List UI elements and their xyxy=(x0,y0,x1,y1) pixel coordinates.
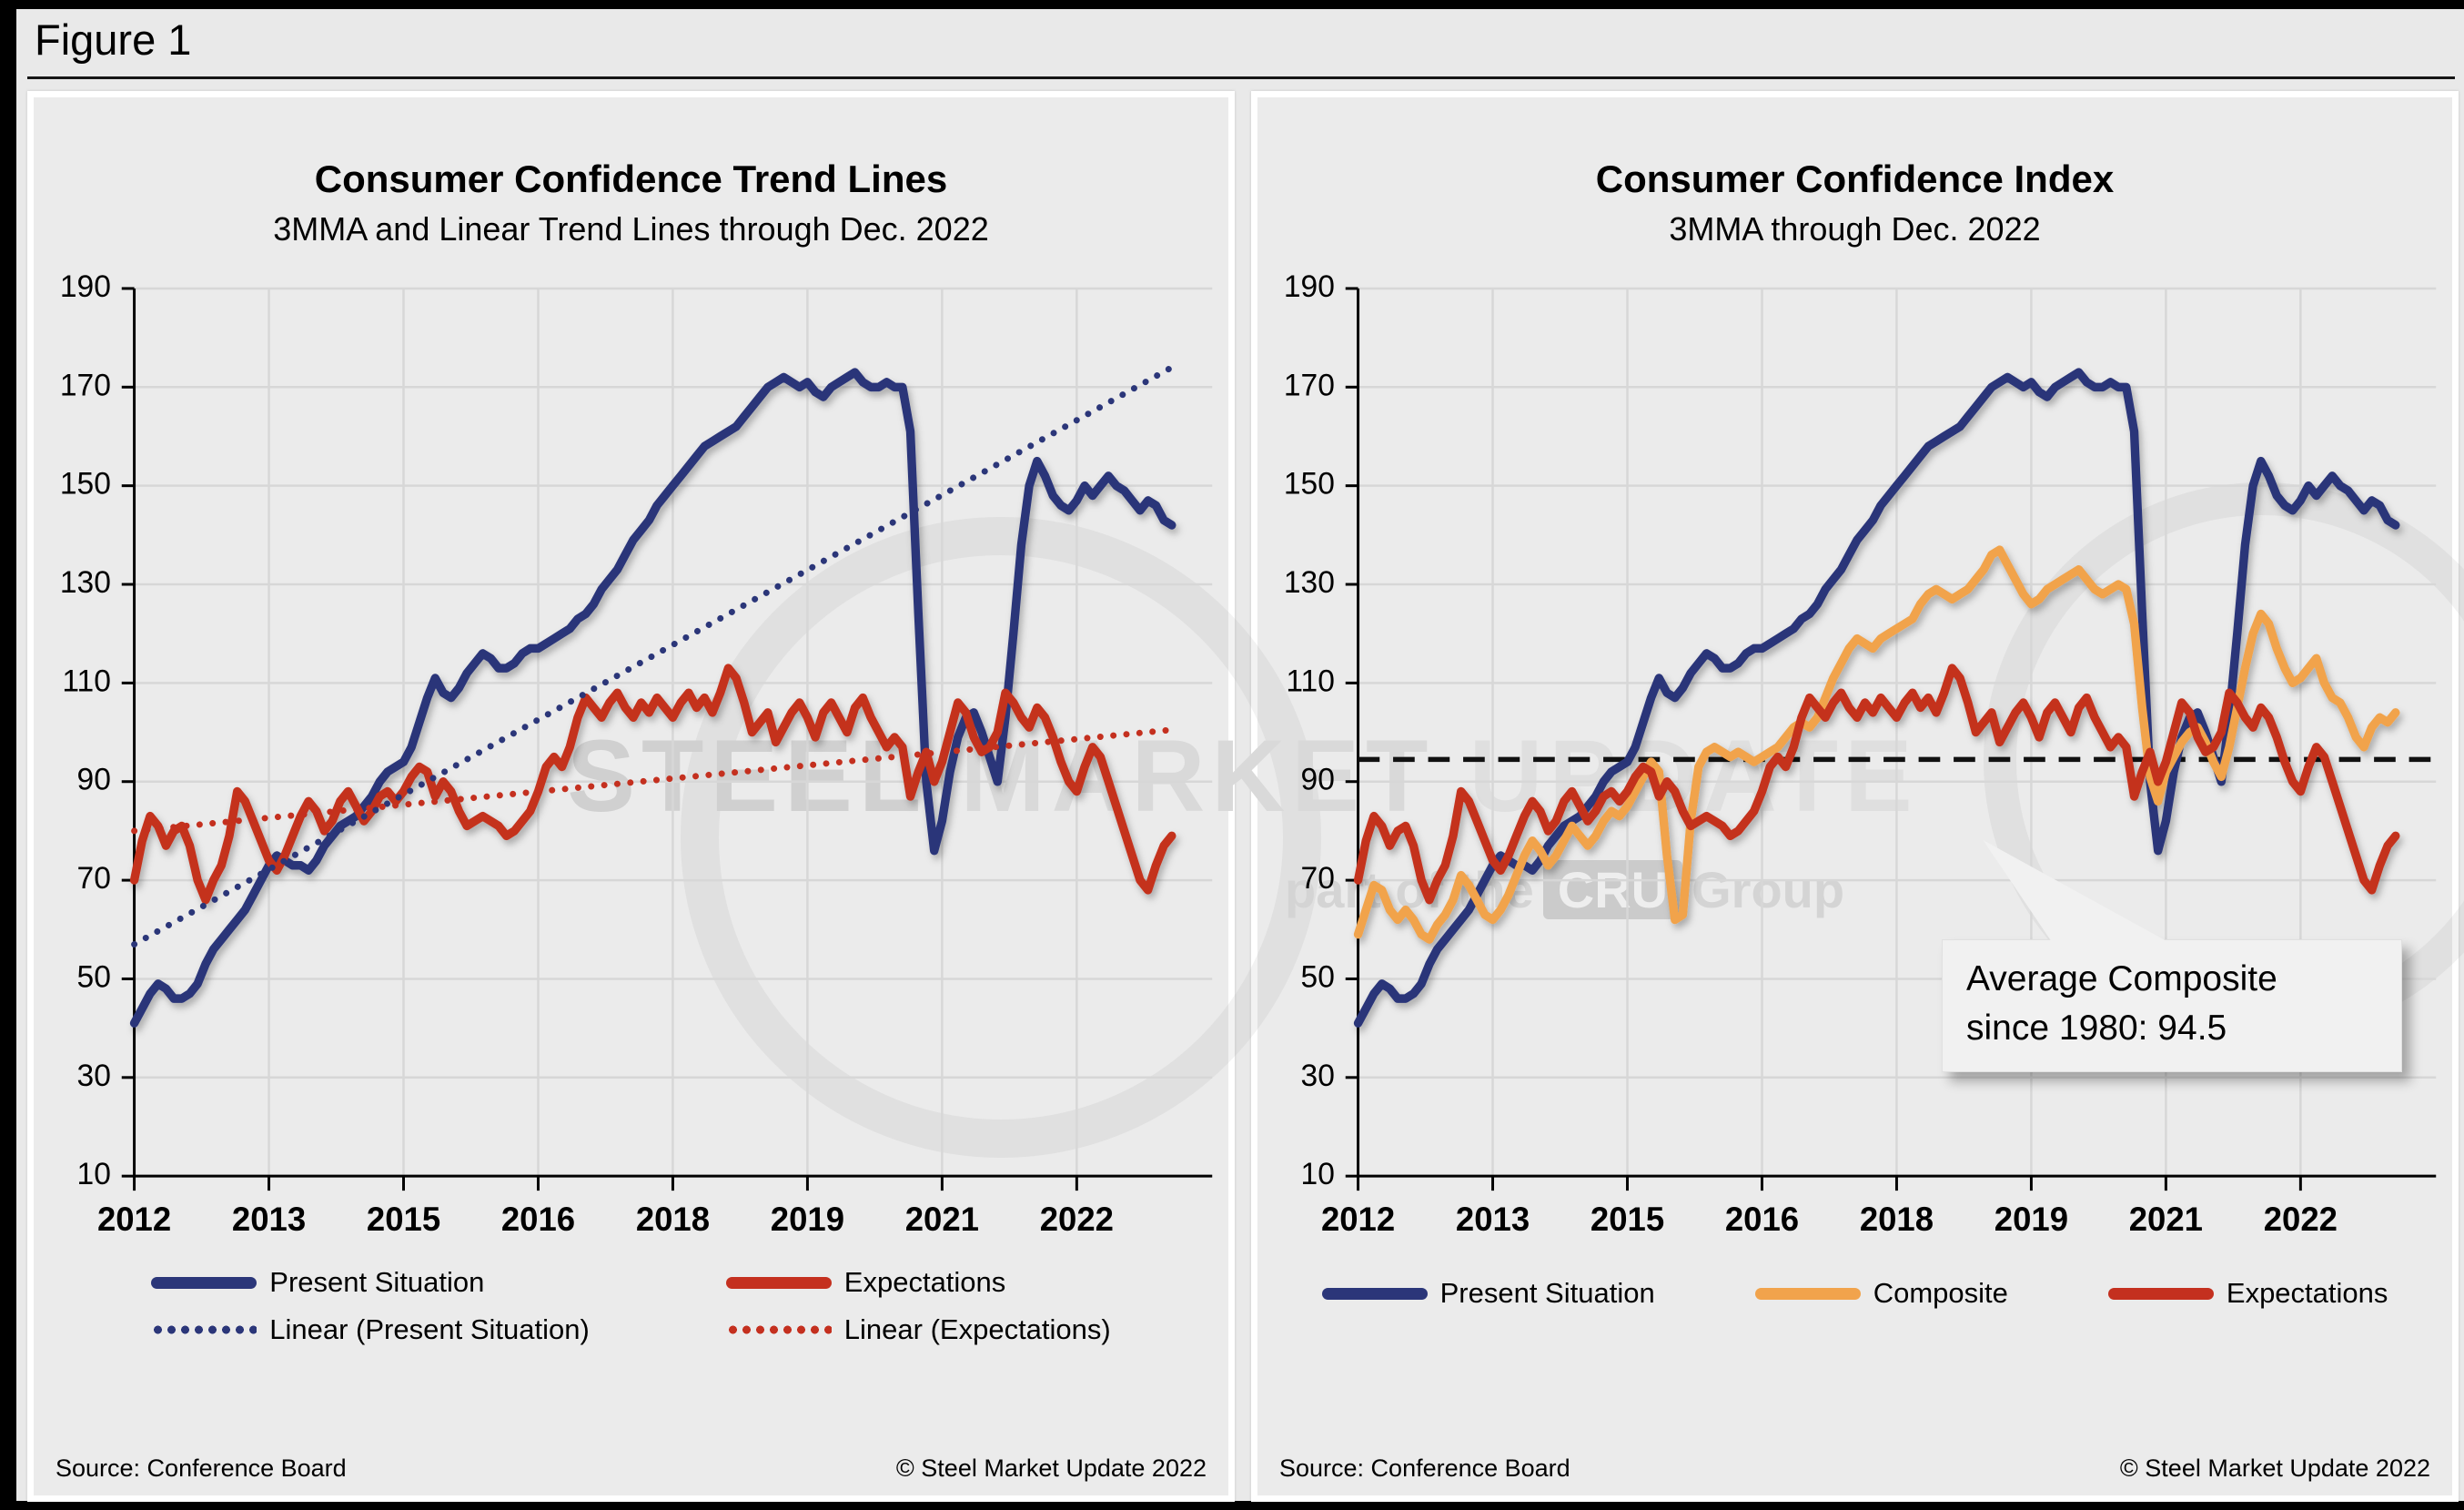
index-chart: 10 30 50 70 90 110 130 150 170 190 2012 2013 2015 201… xyxy=(1284,269,2437,1238)
y-tick-label: 150 xyxy=(1284,466,1335,501)
chart-subtitle-left: 3MMA and Linear Trend Lines through Dec.… xyxy=(273,210,989,248)
legend-swatch-linear-present-situation xyxy=(151,1325,258,1334)
y-tick-label: 170 xyxy=(1284,368,1335,402)
y-tick-label: 70 xyxy=(77,861,111,896)
y-tick-label: 130 xyxy=(60,565,111,600)
legend-left: Present Situation Expectations Linear (P… xyxy=(34,1266,1228,1346)
y-tick-label: 170 xyxy=(60,368,111,402)
callout-line1: Average Composite xyxy=(1966,959,2277,998)
legend-label-linear-expectations: Linear (Expectations) xyxy=(843,1313,1111,1345)
x-tick-label: 2013 xyxy=(1456,1201,1530,1238)
x-tick-label: 2019 xyxy=(1994,1201,2068,1238)
copyright-text-right: © Steel Market Update 2022 xyxy=(2119,1454,2430,1482)
x-tick-label: 2021 xyxy=(905,1201,979,1238)
figure-label: Figure 1 xyxy=(35,15,192,64)
x-tick-label: 2016 xyxy=(1725,1201,1799,1238)
x-tick-label: 2012 xyxy=(1321,1201,1395,1238)
copyright-text-left: © Steel Market Update 2022 xyxy=(895,1454,1207,1482)
legend-label-present-situation: Present Situation xyxy=(269,1266,485,1298)
legend-swatch-composite xyxy=(1754,1287,1861,1300)
legend-swatch-linear-expectations xyxy=(725,1325,832,1334)
legend-swatch-present-situation xyxy=(151,1276,258,1289)
page-border-top xyxy=(0,0,2464,9)
y-tick-label: 50 xyxy=(77,959,111,994)
x-tick-label: 2012 xyxy=(97,1201,171,1238)
chart-subtitle-right: 3MMA through Dec. 2022 xyxy=(1669,210,2041,248)
axes: 10 30 50 70 90 110 130 150 170 190 2012 2013 2015 201… xyxy=(60,269,1213,1238)
source-text-right: Source: Conference Board xyxy=(1279,1454,1570,1482)
series-present-situation xyxy=(129,368,1176,1028)
source-text-left: Source: Conference Board xyxy=(56,1454,347,1482)
y-tick-label: 110 xyxy=(62,664,111,698)
trend-linear-present-situation- xyxy=(131,364,1176,948)
y-tick-label: 190 xyxy=(1284,269,1335,304)
legend-item-expectations-right: Expectations xyxy=(2107,1277,2388,1310)
panel-index: Consumer Confidence Index 3MMA through D… xyxy=(1251,91,2459,1502)
series-lines xyxy=(129,368,1176,1028)
y-tick-label: 10 xyxy=(77,1157,111,1191)
y-tick-label: 90 xyxy=(1301,763,1335,797)
legend-label-composite: Composite xyxy=(1873,1277,2008,1309)
y-tick-label: 90 xyxy=(77,763,111,797)
figure-body: STEEL MARKET UPDATE part of the CRU Group … xyxy=(27,91,2464,1502)
x-tick-label: 2018 xyxy=(1860,1201,1934,1238)
callout-line2: since 1980: 94.5 xyxy=(1966,1008,2227,1048)
average-composite-callout: Average Composite since 1980: 94.5 xyxy=(1942,939,2402,1072)
y-tick-label: 150 xyxy=(60,466,111,501)
series-composite xyxy=(1353,545,2400,944)
series-expectations xyxy=(129,664,1176,905)
footer-right: Source: Conference Board © Steel Market … xyxy=(1279,1454,2430,1483)
x-tick-label: 2022 xyxy=(2264,1201,2338,1238)
y-tick-label: 110 xyxy=(1286,664,1335,698)
y-tick-label: 50 xyxy=(1301,959,1335,994)
page-border-left xyxy=(0,0,16,1510)
footer-left: Source: Conference Board © Steel Market … xyxy=(56,1454,1207,1483)
legend-item-composite: Composite xyxy=(1754,1277,2008,1310)
trend-lines-chart: 10 30 50 70 90 110 130 150 170 190 2012 2013 2015 201… xyxy=(60,269,1213,1238)
x-tick-label: 2015 xyxy=(367,1201,440,1238)
page-border-bottom xyxy=(0,1501,2464,1510)
legend-item-present-situation-right: Present Situation xyxy=(1321,1277,1655,1310)
x-tick-label: 2022 xyxy=(1040,1201,1114,1238)
legend-label-linear-present-situation: Linear (Present Situation) xyxy=(269,1313,590,1345)
x-tick-label: 2018 xyxy=(636,1201,710,1238)
series-expectations xyxy=(1353,664,2400,905)
legend-item-linear-present-situation: Linear (Present Situation) xyxy=(151,1313,590,1346)
x-tick-label: 2021 xyxy=(2129,1201,2203,1238)
legend-item-expectations: Expectations xyxy=(725,1266,1111,1299)
x-tick-label: 2019 xyxy=(771,1201,844,1238)
y-tick-label: 30 xyxy=(77,1059,111,1093)
legend-swatch-expectations-right xyxy=(2107,1287,2214,1300)
x-tick-label: 2015 xyxy=(1590,1201,1664,1238)
legend-label-expectations-right: Expectations xyxy=(2226,1277,2388,1309)
trend-linear-expectations- xyxy=(131,726,1176,835)
chart-title-right: Consumer Confidence Index xyxy=(1595,157,2115,200)
legend-item-present-situation: Present Situation xyxy=(151,1266,590,1299)
legend-swatch-expectations xyxy=(725,1276,832,1289)
y-tick-label: 70 xyxy=(1301,861,1335,896)
x-tick-label: 2016 xyxy=(501,1201,575,1238)
y-tick-label: 10 xyxy=(1301,1157,1335,1191)
figure-underline xyxy=(27,76,2455,79)
legend-label-present-situation-right: Present Situation xyxy=(1439,1277,1655,1309)
y-tick-label: 30 xyxy=(1301,1059,1335,1093)
x-tick-label: 2013 xyxy=(232,1201,306,1238)
legend-item-linear-expectations: Linear (Expectations) xyxy=(725,1313,1111,1346)
chart-title-left: Consumer Confidence Trend Lines xyxy=(314,157,948,200)
axes: 10 30 50 70 90 110 130 150 170 190 2012 2013 2015 201… xyxy=(1284,269,2437,1238)
legend-swatch-present-situation-right xyxy=(1321,1287,1428,1300)
legend-right: Present Situation Composite Expectations xyxy=(1257,1277,2452,1310)
legend-label-expectations: Expectations xyxy=(843,1266,1006,1298)
y-tick-label: 190 xyxy=(60,269,111,304)
panel-trend-lines: Consumer Confidence Trend Lines 3MMA and… xyxy=(27,91,1235,1502)
y-tick-label: 130 xyxy=(1284,565,1335,600)
series-lines xyxy=(1353,368,2400,1028)
